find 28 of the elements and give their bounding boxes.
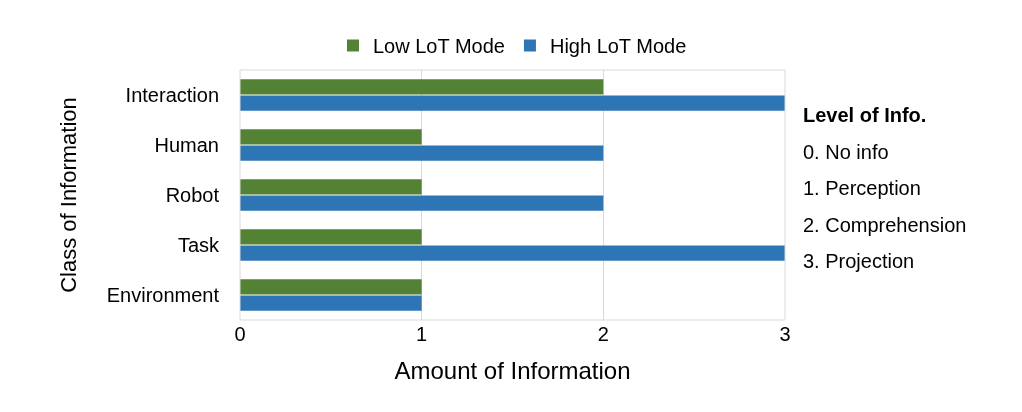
y-tick-label: Task xyxy=(177,234,220,256)
y-tick-label: Environment xyxy=(106,284,220,306)
y-tick-label: Robot xyxy=(165,184,220,206)
legend-label: High LoT Mode xyxy=(549,35,687,58)
bar xyxy=(240,279,422,295)
text: 2. Comprehension xyxy=(803,214,967,236)
bar xyxy=(240,179,422,195)
x-tick-label: 2 xyxy=(597,323,609,345)
text: 1. Perception xyxy=(803,177,921,199)
bar xyxy=(240,79,604,95)
bar xyxy=(240,245,785,261)
text: Level of Info. xyxy=(803,104,927,126)
legend-label: Low LoT Mode xyxy=(373,35,505,58)
bar xyxy=(240,295,422,311)
x-tick-label: 3 xyxy=(779,323,791,345)
bar xyxy=(240,129,422,145)
bar xyxy=(240,195,604,211)
y-tick-label: Human xyxy=(154,134,219,156)
x-tick-label: 1 xyxy=(416,323,428,345)
text: 0. No info xyxy=(803,141,889,163)
bar xyxy=(240,145,604,161)
y-tick-label: Interaction xyxy=(125,84,219,106)
bar xyxy=(240,95,785,111)
y-axis-title: Class of Information xyxy=(55,97,81,293)
x-tick-label: 0 xyxy=(234,323,246,345)
bar xyxy=(240,229,422,245)
x-axis-title: Amount of Information xyxy=(394,357,631,385)
text: 3. Projection xyxy=(803,250,915,272)
